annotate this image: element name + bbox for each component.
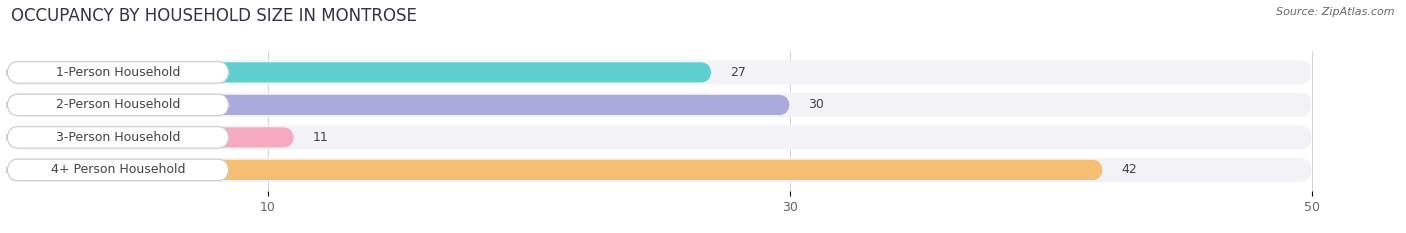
Text: 30: 30 xyxy=(808,98,824,111)
FancyBboxPatch shape xyxy=(7,160,1102,180)
FancyBboxPatch shape xyxy=(7,127,229,148)
FancyBboxPatch shape xyxy=(7,62,711,82)
Text: 3-Person Household: 3-Person Household xyxy=(56,131,180,144)
FancyBboxPatch shape xyxy=(7,60,1312,84)
Text: OCCUPANCY BY HOUSEHOLD SIZE IN MONTROSE: OCCUPANCY BY HOUSEHOLD SIZE IN MONTROSE xyxy=(11,7,418,25)
Text: 27: 27 xyxy=(730,66,745,79)
Text: 11: 11 xyxy=(312,131,328,144)
FancyBboxPatch shape xyxy=(7,159,229,181)
FancyBboxPatch shape xyxy=(7,125,1312,149)
FancyBboxPatch shape xyxy=(7,95,790,115)
FancyBboxPatch shape xyxy=(7,127,294,147)
Text: 1-Person Household: 1-Person Household xyxy=(56,66,180,79)
Text: 42: 42 xyxy=(1121,163,1137,176)
FancyBboxPatch shape xyxy=(7,94,229,116)
Text: 2-Person Household: 2-Person Household xyxy=(56,98,180,111)
Text: 4+ Person Household: 4+ Person Household xyxy=(51,163,186,176)
FancyBboxPatch shape xyxy=(7,93,1312,117)
FancyBboxPatch shape xyxy=(7,62,229,83)
Text: Source: ZipAtlas.com: Source: ZipAtlas.com xyxy=(1277,7,1395,17)
FancyBboxPatch shape xyxy=(7,158,1312,182)
